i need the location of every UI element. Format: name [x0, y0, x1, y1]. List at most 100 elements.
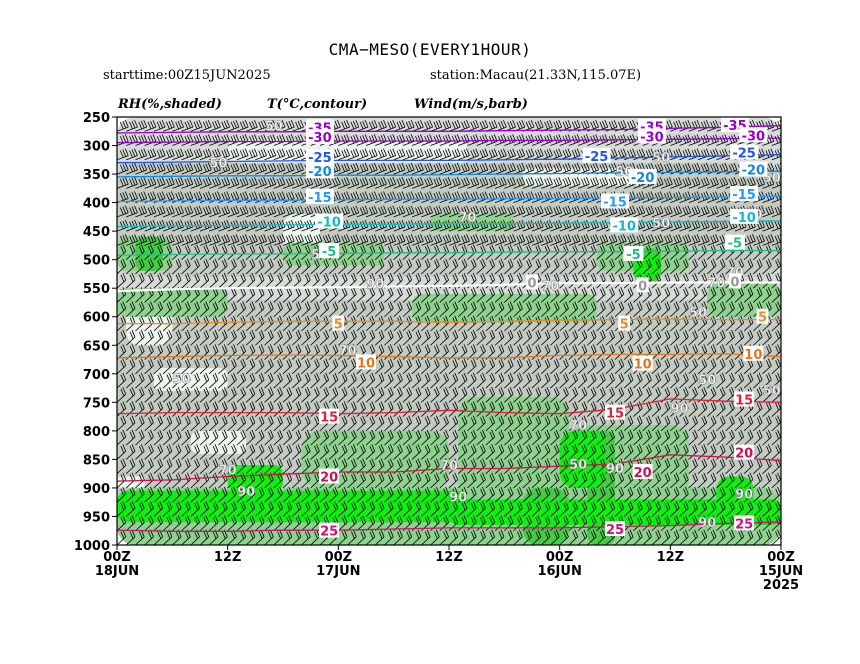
wind-barb [393, 234, 406, 246]
wind-barb [291, 329, 302, 346]
x-tick-label: 2025 [763, 578, 799, 593]
wind-barb [421, 344, 431, 360]
wind-barb [384, 372, 394, 389]
wind-barb [328, 429, 339, 446]
wind-barb [273, 301, 283, 318]
wind-barb [117, 117, 119, 118]
wind-barb [282, 162, 295, 175]
wind-barb [319, 386, 330, 403]
wind-barb [125, 515, 136, 532]
wind-barb [301, 177, 314, 189]
wind-barb [227, 329, 237, 346]
wind-barb [780, 515, 781, 517]
wind-barb [218, 162, 231, 175]
wind-barb [264, 501, 274, 517]
wind-barb [310, 244, 320, 260]
rh-shade-rh80 [412, 293, 597, 323]
wind-barb [135, 415, 145, 432]
wind-barb [209, 191, 221, 203]
wind-barb [347, 177, 360, 189]
wind-barb [384, 205, 397, 218]
wind-barb [393, 486, 403, 503]
wind-barb [255, 329, 265, 346]
wind-barb [255, 458, 265, 474]
wind-barb [181, 486, 191, 503]
wind-barb [374, 415, 385, 432]
wind-barb [126, 177, 138, 189]
wind-barb [218, 119, 231, 132]
wind-barb [374, 287, 385, 303]
wind-barb [153, 148, 166, 161]
wind-barb [550, 117, 552, 118]
y-tick-label: 550 [83, 282, 110, 297]
wind-barb [144, 148, 157, 161]
wind-barb [347, 358, 357, 375]
wind-barb [384, 444, 394, 460]
wind-barb [172, 415, 182, 432]
wind-barb [144, 486, 154, 503]
temperature-label: -5 [319, 243, 340, 260]
wind-barb [310, 234, 323, 246]
wind-barb [172, 458, 182, 474]
wind-barb [125, 458, 136, 474]
wind-barb [125, 401, 136, 417]
wind-barb [384, 529, 394, 545]
wind-barb [347, 258, 357, 275]
wind-barb [291, 258, 302, 275]
wind-barb [780, 401, 781, 403]
wind-barb [117, 119, 129, 132]
wind-barb [218, 117, 220, 118]
wind-barb [347, 205, 360, 218]
wind-barb [181, 148, 194, 161]
wind-barb [688, 117, 690, 118]
wind-barb [393, 344, 403, 360]
wind-barb [245, 515, 256, 532]
wind-barb [411, 429, 422, 446]
wind-barb [162, 329, 173, 346]
wind-barb [144, 329, 154, 346]
wind-barb [125, 372, 136, 389]
wind-barb [255, 177, 267, 189]
wind-barb [402, 287, 413, 303]
wind-barb [153, 244, 164, 260]
wind-barb [291, 372, 302, 389]
wind-barb [273, 501, 283, 517]
wind-barb [780, 273, 781, 274]
wind-barb [347, 234, 360, 246]
temperature-label: 0 [636, 277, 649, 294]
wind-barb [117, 501, 127, 517]
wind-barb [430, 117, 432, 118]
wind-barb [273, 234, 286, 246]
wind-barb [291, 386, 302, 403]
legend-wind: Wind(m/s,barb) [414, 97, 528, 112]
wind-barb [273, 148, 286, 161]
wind-barb [310, 486, 320, 503]
wind-barb [374, 258, 385, 275]
wind-barb [245, 234, 258, 246]
wind-barb [375, 119, 387, 132]
wind-barb [393, 258, 403, 275]
wind-barb [780, 373, 781, 374]
wind-barb [135, 344, 145, 360]
wind-barb [245, 205, 258, 218]
wind-barb [208, 415, 219, 432]
wind-barb [587, 117, 589, 118]
wind-barb [227, 272, 237, 289]
wind-barb [522, 117, 524, 118]
wind-barb [291, 515, 302, 532]
wind-barb [190, 244, 200, 260]
wind-barb [347, 119, 360, 132]
y-tick-label: 600 [83, 311, 110, 326]
wind-barb [162, 272, 173, 289]
wind-barb [421, 258, 431, 275]
wind-barb [374, 486, 385, 503]
wind-barb [328, 372, 339, 389]
wind-barb [347, 529, 357, 545]
rh-label: 90 [449, 490, 467, 505]
wind-barb [135, 258, 145, 275]
wind-barb [393, 148, 406, 161]
wind-barb [301, 486, 311, 503]
wind-barb [301, 301, 311, 318]
wind-barb [319, 501, 330, 517]
